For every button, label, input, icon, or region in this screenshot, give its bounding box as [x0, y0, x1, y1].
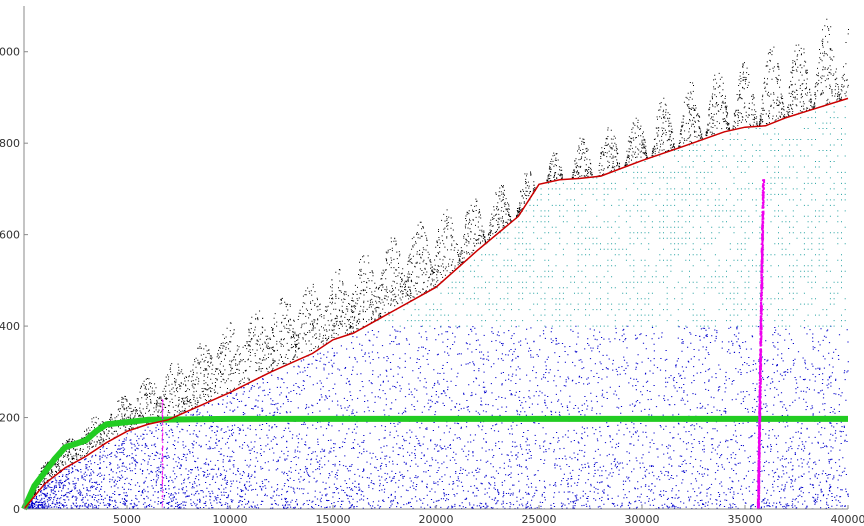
- y-tick-label: 800: [0, 137, 20, 150]
- x-tick-label: 35000: [728, 513, 763, 526]
- y-tick-label: 200: [0, 412, 20, 425]
- y-tick-label: 0: [13, 503, 20, 516]
- series-black-dots: [24, 18, 849, 510]
- x-tick-label: 25000: [522, 513, 557, 526]
- lines-layer: [21, 97, 849, 511]
- y-tick-label: 1000: [0, 46, 20, 59]
- series-magenta-column: [161, 399, 164, 508]
- series-red-curve: [23, 97, 849, 510]
- x-tick-label: 15000: [316, 513, 351, 526]
- y-tick-label: 600: [0, 229, 20, 242]
- axes-layer: [23, 6, 848, 510]
- x-tick-label: 5000: [113, 513, 141, 526]
- x-tick-label: 30000: [625, 513, 660, 526]
- x-tick-label: 40000: [831, 513, 864, 526]
- x-tick-label: 20000: [419, 513, 454, 526]
- y-tick-label: 400: [0, 320, 20, 333]
- x-tick-label: 10000: [213, 513, 248, 526]
- series-teal-dots: [366, 106, 846, 327]
- series-magenta-band: [756, 179, 766, 510]
- dots-layer: [24, 18, 849, 510]
- ticks-layer: 5000 10000 15000 20000 25000 30000 35000 40000 0…: [0, 46, 864, 526]
- series-green-plateau: [21, 415, 848, 511]
